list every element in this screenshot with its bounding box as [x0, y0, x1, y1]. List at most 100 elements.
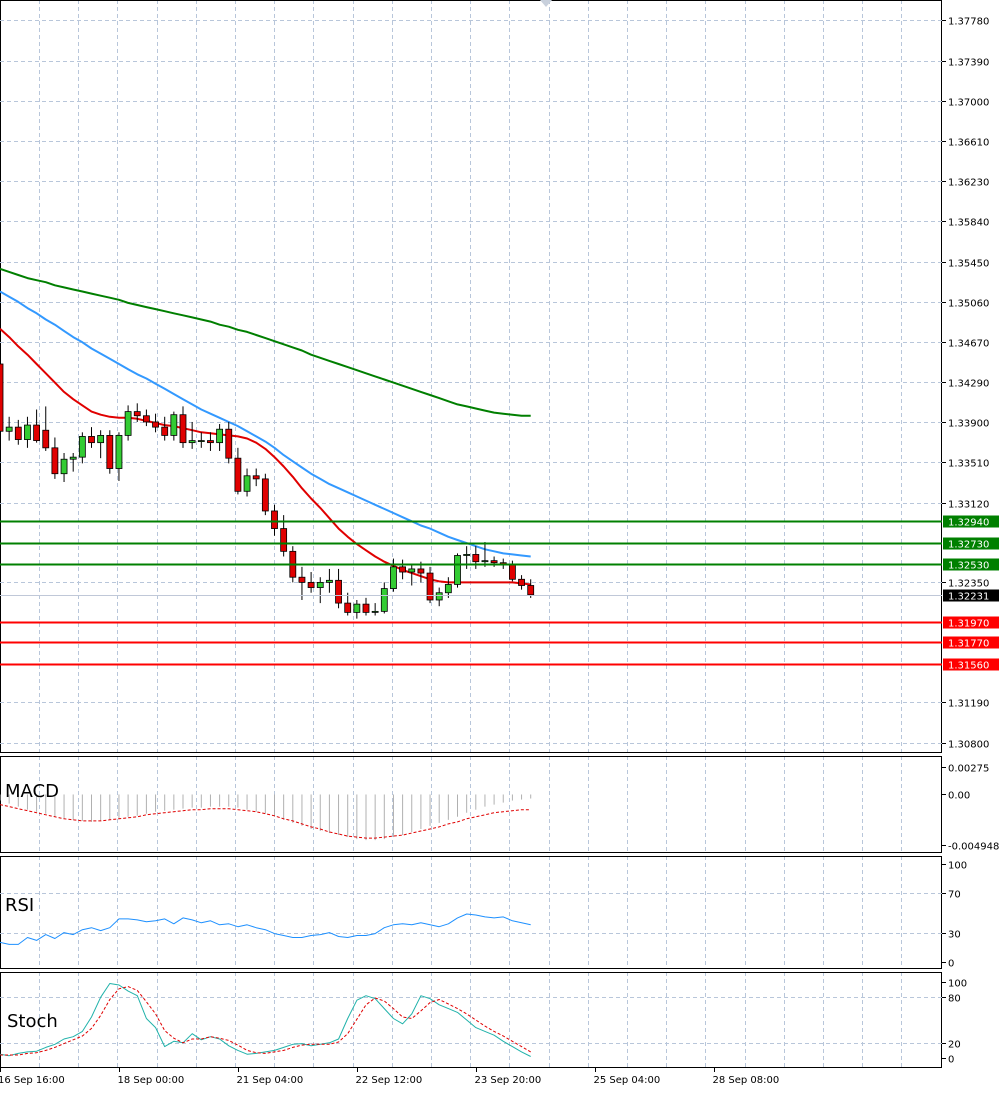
- candle: [353, 599, 361, 619]
- resistance-label: 1.32530: [948, 561, 989, 572]
- y-tick-label: 1.37780: [948, 17, 989, 28]
- stoch-tick-label: 20: [948, 1040, 961, 1051]
- candle-body: [161, 426, 169, 436]
- x-tick-label: 28 Sep 08:00: [713, 1075, 780, 1086]
- candle-body: [454, 555, 461, 585]
- candle: [24, 416, 31, 448]
- y-tick-label: 1.32350: [948, 579, 989, 590]
- candle-body: [60, 458, 68, 475]
- candle: [472, 546, 480, 569]
- candle: [243, 468, 251, 497]
- support-label-box: [943, 636, 999, 649]
- y-tick-label: 1.35840: [948, 218, 989, 229]
- candle-body: [399, 566, 407, 573]
- candle-body: [518, 578, 525, 586]
- candle-body: [371, 610, 379, 613]
- y-tick-label: 1.36610: [948, 138, 989, 149]
- y-tick-label: 1.35060: [948, 299, 989, 310]
- candle-body: [271, 510, 278, 529]
- candle: [444, 577, 452, 598]
- macd-pane: [0, 756, 942, 853]
- candle: [88, 427, 95, 448]
- rsi-tick-label: 70: [948, 890, 961, 901]
- candle: [426, 566, 434, 604]
- candle-body: [97, 435, 105, 444]
- candle-body: [5, 426, 13, 432]
- candle-body: [362, 603, 370, 613]
- candle-body: [444, 584, 452, 594]
- candle-body: [42, 429, 50, 449]
- rsi-tick-label: 0: [948, 959, 954, 970]
- candle-body: [252, 475, 260, 480]
- candle-body: [133, 411, 141, 417]
- candle: [463, 546, 471, 569]
- stoch-label: Stoch: [7, 1011, 58, 1032]
- candle-body: [325, 579, 333, 583]
- ma-green-line: [0, 267, 531, 417]
- candle: [142, 409, 150, 427]
- candle: [161, 416, 169, 441]
- candle-body: [481, 560, 489, 563]
- candle-body: [527, 585, 535, 596]
- candle-body: [188, 440, 196, 444]
- candle: [216, 424, 224, 451]
- candle: [225, 421, 233, 464]
- candle-body: [152, 421, 159, 428]
- candle-body: [353, 603, 361, 613]
- candle-body: [417, 568, 425, 574]
- candle-body: [463, 554, 471, 556]
- candle-body: [207, 440, 214, 444]
- candle-body: [307, 581, 315, 588]
- candle: [69, 453, 77, 472]
- y-tick-label: 1.36230: [948, 178, 989, 189]
- candle: [124, 405, 132, 441]
- candle-body: [51, 447, 59, 475]
- x-tick-label: 25 Sep 04:00: [594, 1075, 661, 1086]
- y-tick-label: 1.37000: [948, 98, 989, 109]
- candle-body: [472, 554, 480, 563]
- candle-body: [14, 426, 22, 440]
- candle-body: [142, 415, 150, 423]
- candle: [371, 603, 379, 616]
- candle-body: [0, 363, 4, 432]
- candle: [344, 592, 352, 616]
- stoch-signal-line: [0, 986, 531, 1056]
- candle-body: [490, 560, 498, 564]
- stoch-tick-label: 80: [948, 994, 961, 1005]
- candle: [188, 421, 196, 449]
- support-label: 1.31770: [948, 639, 989, 650]
- candle-body: [24, 424, 31, 440]
- candle: [325, 568, 333, 593]
- candle: [106, 430, 114, 474]
- candle: [234, 447, 242, 495]
- candle-body: [106, 435, 114, 469]
- candle-body: [124, 411, 132, 436]
- candle: [42, 406, 50, 451]
- candle-body: [426, 572, 434, 601]
- candle: [197, 432, 205, 448]
- candle-body: [234, 457, 242, 492]
- candle-body: [197, 440, 205, 442]
- candle: [335, 568, 342, 609]
- candle-body: [298, 576, 306, 583]
- x-tick-label: 18 Sep 00:00: [118, 1075, 185, 1086]
- candle-body: [33, 424, 40, 441]
- candle: [298, 566, 306, 600]
- candle-body: [216, 428, 224, 444]
- stoch-tick-label: 100: [948, 979, 967, 990]
- rsi-frame: [0, 856, 942, 969]
- support-label-box: [943, 658, 999, 671]
- candle-body: [508, 564, 516, 580]
- candle: [307, 572, 315, 593]
- candle: [51, 437, 59, 479]
- candle-body: [170, 414, 178, 436]
- rsi-label: RSI: [5, 895, 34, 916]
- candle-body: [261, 478, 269, 512]
- candle-body: [344, 602, 352, 613]
- x-tick-label: 23 Sep 20:00: [475, 1075, 542, 1086]
- ma-red-line: [0, 328, 531, 586]
- candle: [252, 468, 260, 487]
- chart-shift-marker: [540, 0, 552, 7]
- candle: [481, 542, 489, 567]
